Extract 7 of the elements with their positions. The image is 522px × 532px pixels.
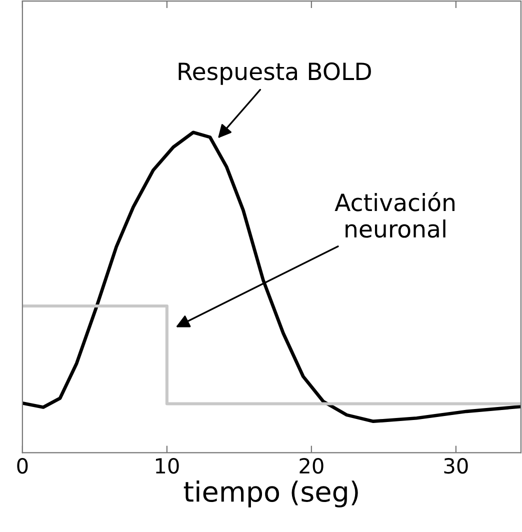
x-tick-label: 10 bbox=[156, 458, 179, 474]
annotation: Respuesta BOLD bbox=[178, 62, 371, 85]
x-tick-label: 30 bbox=[444, 458, 468, 474]
x-tick-label: 0 bbox=[17, 458, 28, 474]
x-axis-title: tiempo (seg) bbox=[184, 480, 358, 508]
x-tick-label: 20 bbox=[300, 458, 324, 474]
annotation: Activación neuronal bbox=[334, 192, 454, 238]
